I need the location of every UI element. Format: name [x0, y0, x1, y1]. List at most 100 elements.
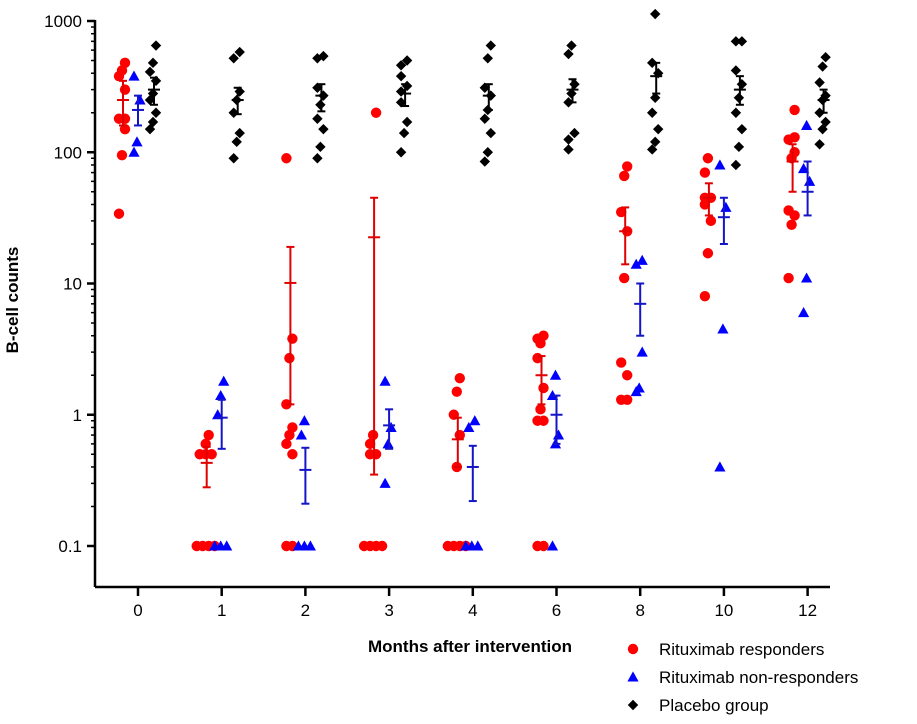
data-point-placebo	[312, 113, 323, 124]
data-point-placebo	[647, 144, 658, 155]
data-point-placebo	[228, 53, 239, 64]
data-point-placebo	[150, 107, 162, 118]
data-point-non-responder	[304, 540, 316, 551]
data-point-placebo	[820, 116, 831, 128]
legend-item-responder: Rituximab responders	[627, 640, 824, 659]
data-point-placebo	[395, 147, 407, 158]
data-point-placebo	[817, 123, 828, 135]
data-point-placebo	[315, 141, 326, 153]
data-point-responder	[454, 372, 465, 384]
data-point-responder	[287, 422, 298, 433]
data-point-non-responder	[801, 119, 813, 130]
data-point-non-responder	[469, 415, 481, 426]
data-point-non-responder	[128, 146, 140, 157]
data-point-placebo	[401, 55, 413, 66]
data-point-placebo	[144, 66, 156, 78]
legend-marker-placebo	[627, 699, 639, 711]
legend-marker-responder	[627, 643, 639, 655]
data-point-responder	[535, 404, 546, 415]
data-point-placebo	[482, 147, 493, 158]
data-point-placebo	[395, 97, 407, 108]
data-point-non-responder	[218, 375, 230, 386]
x-axis-title: Months after intervention	[368, 637, 572, 656]
data-point-placebo	[147, 57, 159, 69]
data-point-responder	[370, 107, 382, 118]
data-point-non-responder	[128, 70, 140, 81]
plot-area	[113, 8, 831, 552]
data-point-placebo	[395, 70, 407, 82]
data-point-placebo	[814, 77, 825, 88]
y-tick-label: 0.1	[58, 537, 82, 556]
data-point-placebo	[730, 107, 742, 118]
y-tick-label: 10	[63, 275, 82, 294]
data-point-responder	[284, 352, 295, 364]
data-point-placebo	[730, 65, 742, 76]
data-point-placebo	[312, 153, 323, 164]
data-point-responder	[281, 153, 292, 164]
y-axis-title: B-cell counts	[3, 247, 22, 354]
data-point-non-responder	[215, 389, 227, 401]
data-point-placebo	[817, 61, 828, 72]
x-tick-label: 3	[384, 601, 393, 620]
data-point-responder	[699, 291, 711, 302]
data-point-placebo	[736, 123, 748, 135]
data-point-placebo	[147, 116, 159, 128]
x-tick-label: 10	[714, 601, 733, 620]
data-point-non-responder	[633, 382, 645, 393]
x-tick-label: 0	[133, 601, 142, 620]
data-point-responder	[622, 161, 633, 172]
legend-label-non-responder: Rituximab non-responders	[659, 668, 858, 687]
data-point-responder	[364, 438, 376, 450]
series-responder	[113, 57, 800, 552]
legend-item-placebo: Placebo group	[627, 696, 769, 715]
x-tick-label: 6	[552, 601, 561, 620]
data-point-responder	[119, 113, 131, 124]
series-placebo	[144, 8, 831, 171]
data-point-placebo	[569, 127, 580, 139]
data-point-responder	[789, 104, 800, 116]
data-point-placebo	[736, 36, 748, 47]
series-non-responder	[128, 70, 816, 551]
data-point-responder	[622, 394, 633, 405]
data-point-placebo	[563, 144, 574, 155]
x-tick-label: 1	[217, 601, 226, 620]
data-point-non-responder	[472, 540, 484, 551]
data-point-responder	[789, 147, 800, 158]
data-point-non-responder	[549, 369, 562, 380]
data-point-responder	[786, 219, 797, 231]
data-point-non-responder	[717, 323, 729, 334]
data-point-responder	[622, 370, 633, 381]
data-point-responder	[203, 429, 214, 441]
data-point-placebo	[730, 36, 742, 47]
data-point-non-responder	[546, 540, 559, 551]
data-point-placebo	[395, 60, 407, 71]
data-point-placebo	[563, 48, 574, 60]
data-point-non-responder	[798, 163, 810, 174]
data-point-non-responder	[385, 421, 397, 432]
data-point-responder	[619, 272, 630, 284]
data-point-placebo	[647, 107, 658, 118]
data-point-non-responder	[714, 159, 726, 170]
data-point-responder	[113, 208, 125, 219]
data-point-placebo	[650, 136, 661, 148]
legend-label-responder: Rituximab responders	[659, 640, 824, 659]
data-point-non-responder	[552, 429, 565, 440]
data-point-responder	[451, 386, 462, 397]
data-point-responder	[538, 415, 549, 426]
data-point-non-responder	[636, 346, 648, 357]
data-point-placebo	[401, 116, 413, 128]
data-point-responder	[281, 438, 292, 450]
data-point-responder	[281, 399, 292, 410]
x-tick-label: 4	[468, 601, 477, 620]
data-point-placebo	[150, 75, 162, 87]
data-point-non-responder	[720, 201, 732, 212]
data-point-placebo	[563, 134, 574, 145]
y-tick-label: 100	[54, 143, 82, 162]
legend-label-placebo: Placebo group	[659, 696, 769, 715]
data-point-placebo	[733, 141, 745, 153]
data-point-placebo	[234, 46, 245, 58]
x-ticks: 0 1 2 3 4 6 8 10 12	[133, 587, 817, 620]
data-point-responder	[287, 333, 298, 344]
data-point-responder	[699, 167, 711, 178]
